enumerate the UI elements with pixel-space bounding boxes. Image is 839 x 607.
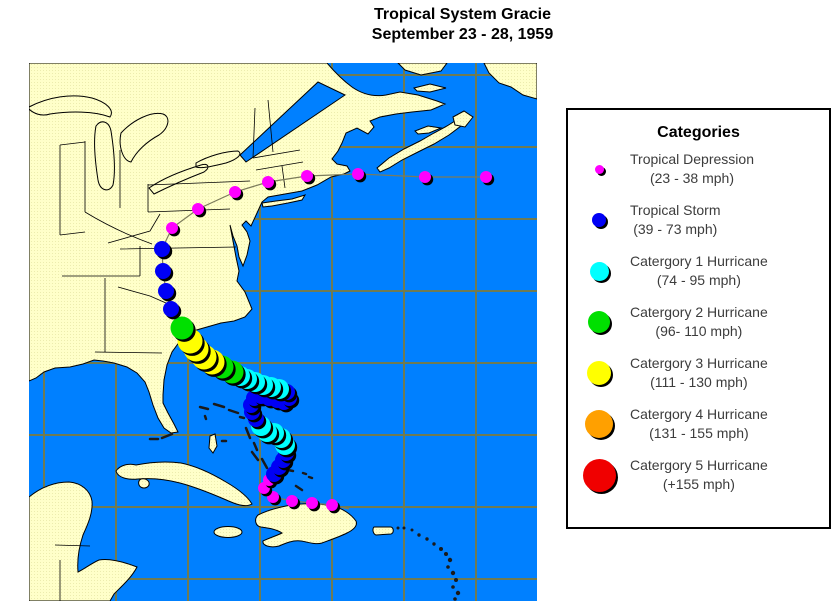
landmass-north-america	[29, 63, 447, 434]
legend-entry-label: Catergory 5 Hurricane	[630, 457, 768, 473]
legend-dot	[589, 261, 609, 281]
legend-entry-range: (+155 mph)	[662, 476, 735, 492]
legend-entry-range: (39 - 73 mph)	[633, 221, 718, 237]
lake-huron	[119, 112, 169, 163]
st-lawrence-river	[239, 81, 347, 163]
title-line-2: September 23 - 28, 1959	[371, 26, 554, 43]
legend-entry-label: Catergory 1 Hurricane	[630, 253, 768, 269]
lake-superior	[29, 95, 112, 118]
legend-entry: Catergory 2 Hurricane (96- 110 mph)	[568, 303, 829, 341]
title-line-1: Tropical System Gracie	[374, 6, 551, 23]
track-point-td	[262, 176, 274, 188]
legend-dot	[587, 361, 611, 385]
track-point-td	[166, 222, 178, 234]
legend-dot	[594, 164, 604, 174]
landmass-anticosti	[413, 83, 447, 93]
legend-dot-cell	[568, 261, 630, 281]
landmass-long-island	[261, 194, 307, 208]
track-point-td	[326, 499, 338, 511]
legend-dot	[585, 410, 613, 438]
track-point-td	[306, 497, 318, 509]
legend-dot-cell	[568, 458, 630, 492]
track-point-ts	[155, 263, 171, 279]
track-point-c2	[170, 316, 194, 340]
legend-dot-cell	[568, 213, 630, 227]
legend-entry: Catergory 5 Hurricane (+155 mph)	[568, 456, 829, 494]
florida-keys	[148, 432, 174, 441]
legend-entry-range: (96- 110 mph)	[655, 323, 743, 339]
page-title: Tropical System Gracie September 23 - 28…	[290, 5, 635, 45]
legend-dot	[582, 458, 616, 492]
legend-entry-range: (131 - 155 mph)	[649, 425, 749, 441]
track-point-ts	[163, 301, 179, 317]
track-point-td	[192, 203, 204, 215]
legend-entries: Tropical Depression (23 - 38 mph) Tropical…	[568, 150, 829, 494]
landmass-pei	[414, 125, 443, 135]
landmass-newfoundland	[483, 63, 537, 100]
legend-entry-range: (23 - 38 mph)	[649, 170, 735, 186]
state-borders	[54, 99, 304, 601]
storm-track	[154, 168, 495, 514]
legend-entry-range: (111 - 130 mph)	[650, 374, 748, 390]
track-point-td	[352, 168, 364, 180]
legend-entry-text: Tropical Storm (39 - 73 mph)	[630, 201, 721, 239]
lake-ontario	[195, 150, 241, 169]
bahamas-islands	[198, 402, 314, 492]
legend-dot	[592, 213, 606, 227]
track-point-ts	[154, 241, 170, 257]
legend-entry: Catergory 4 Hurricane (131 - 155 mph)	[568, 405, 829, 443]
legend-entry-text: Catergory 3 Hurricane (111 - 130 mph)	[630, 354, 768, 392]
track-point-td	[419, 171, 431, 183]
legend-dot-cell	[568, 311, 630, 333]
track-point-td	[229, 186, 241, 198]
landmass-isla-juventud	[138, 478, 150, 489]
legend-entry-text: Tropical Depression (23 - 38 mph)	[630, 150, 754, 188]
legend-dot-cell	[568, 410, 630, 438]
track-point-td	[286, 495, 298, 507]
legend-entry-text: Catergory 4 Hurricane (131 - 155 mph)	[630, 405, 768, 443]
legend-entry-text: Catergory 2 Hurricane (96- 110 mph)	[630, 303, 768, 341]
lake-michigan	[94, 121, 115, 191]
landmass-yucatan	[29, 481, 138, 601]
legend-entry-label: Tropical Storm	[630, 202, 721, 218]
track-point-ts	[158, 283, 174, 299]
legend-entry-text: Catergory 5 Hurricane (+155 mph)	[630, 456, 768, 494]
legend-entry: Tropical Depression (23 - 38 mph)	[568, 150, 829, 188]
legend-entry: Catergory 3 Hurricane (111 - 130 mph)	[568, 354, 829, 392]
legend-entry-label: Catergory 3 Hurricane	[630, 355, 768, 371]
lesser-antilles	[396, 526, 461, 601]
legend-entry: Tropical Storm (39 - 73 mph)	[568, 201, 829, 239]
landmass-jamaica	[213, 526, 243, 538]
legend-title: Categories	[657, 124, 740, 141]
track-point-td	[480, 171, 492, 183]
legend-dot-cell	[568, 361, 630, 385]
legend-entry-label: Catergory 4 Hurricane	[630, 406, 768, 422]
legend-entry-text: Catergory 1 Hurricane (74 - 95 mph)	[630, 252, 768, 290]
track-point-td	[301, 170, 313, 182]
legend-entry: Catergory 1 Hurricane (74 - 95 mph)	[568, 252, 829, 290]
landmass-north-shore	[397, 63, 448, 76]
landmass-puerto-rico	[372, 526, 394, 536]
legend-entry-label: Catergory 2 Hurricane	[630, 304, 768, 320]
legend-dot-cell	[568, 164, 630, 174]
landmass-cuba	[115, 461, 253, 507]
legend-entry-label: Tropical Depression	[630, 151, 754, 167]
landmass-cape-breton	[452, 110, 474, 128]
legend-box: Categories Tropical Depression (23 - 38 m…	[566, 108, 831, 529]
legend-entry-range: (74 - 95 mph)	[656, 272, 741, 288]
legend-dot	[588, 311, 610, 333]
